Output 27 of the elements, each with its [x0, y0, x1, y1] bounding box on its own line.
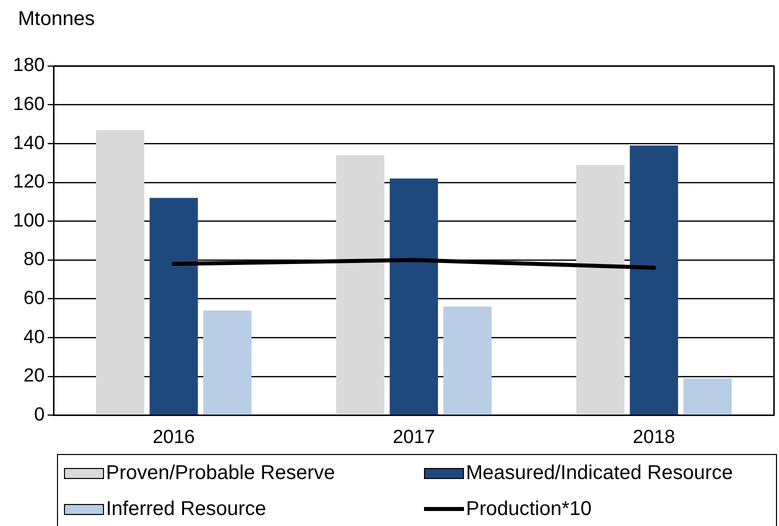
bar	[576, 164, 624, 415]
y-tick-label: 180	[13, 55, 45, 76]
bar	[390, 178, 438, 415]
bar	[96, 130, 144, 415]
y-tick-label: 80	[24, 249, 45, 270]
y-tick-label: 20	[24, 366, 45, 387]
bar	[150, 198, 198, 415]
y-axis-title: Mtonnes	[18, 8, 95, 31]
y-tick-label: 60	[24, 288, 45, 310]
x-tick-label: 2016	[152, 426, 195, 448]
bar	[203, 310, 252, 415]
legend-label: Proven/Probable Reserve	[106, 462, 336, 484]
x-tick-label: 2018	[632, 426, 676, 448]
bar	[630, 146, 678, 415]
y-tick-label: 140	[13, 132, 45, 154]
bar	[683, 378, 732, 415]
legend-label: Inferred Resource	[106, 498, 266, 520]
y-tick-label: 40	[24, 326, 45, 348]
y-tick-label: 0	[34, 404, 45, 426]
y-tick-label: 120	[13, 172, 45, 193]
legend-label: Measured/Indicated Resource	[466, 462, 733, 484]
bar	[336, 155, 384, 415]
y-tick-label: 160	[13, 94, 45, 116]
legend-label: Production*10	[466, 498, 592, 520]
y-tick-label: 100	[13, 210, 45, 232]
x-tick-label: 2017	[392, 426, 435, 448]
bar	[443, 306, 492, 415]
